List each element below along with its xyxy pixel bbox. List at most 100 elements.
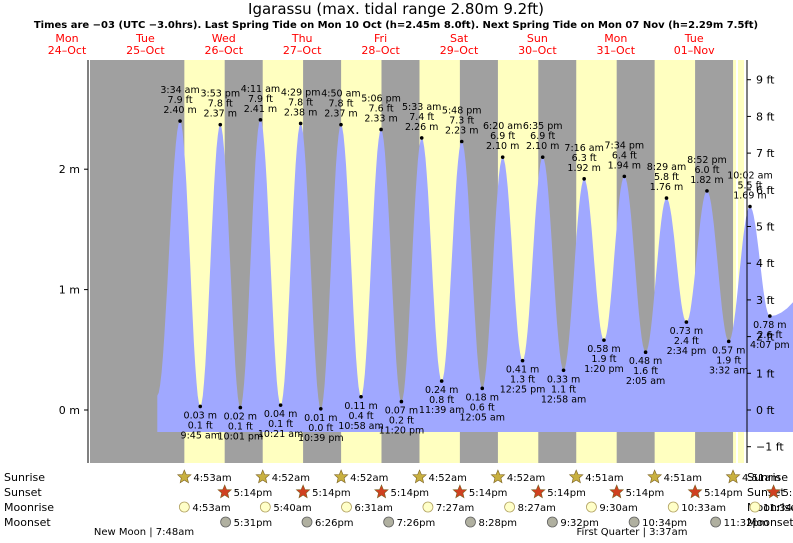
low-tide-metres: 0.03 m bbox=[184, 410, 217, 421]
low-tide-dot bbox=[318, 406, 323, 411]
moonset-time: 10:34pm bbox=[642, 518, 687, 529]
high-tide-metres: 2.23 m bbox=[445, 126, 478, 137]
high-tide-time: 8:52 pm bbox=[687, 155, 727, 166]
moonset-icon bbox=[710, 516, 722, 528]
low-tide-time: 10:58 am bbox=[338, 421, 383, 432]
right-tick-label: 6 ft bbox=[756, 184, 775, 197]
row-label-left-sunset: Sunset bbox=[4, 486, 42, 499]
low-tide-metres: 0.73 m bbox=[670, 326, 703, 337]
moonrise-icon bbox=[422, 501, 434, 513]
low-tide-time: 10:39 pm bbox=[298, 433, 344, 444]
high-tide-metres: 2.33 m bbox=[364, 113, 397, 124]
low-tide-time: 10:21 am bbox=[258, 429, 303, 440]
sunset-time: 5:14pm bbox=[234, 488, 273, 499]
sunset-star-icon bbox=[687, 484, 703, 499]
low-tide-metres: 0.48 m bbox=[629, 356, 662, 367]
low-tide-metres: 0.57 m bbox=[712, 345, 745, 356]
high-tide-metres: 1.94 m bbox=[608, 160, 641, 171]
right-tick-label: 8 ft bbox=[756, 110, 775, 123]
low-tide-feet: 1.3 ft bbox=[510, 375, 535, 386]
moonset-icon bbox=[383, 516, 395, 528]
day-date: 31–Oct bbox=[597, 44, 636, 57]
day-date: 30–Oct bbox=[518, 44, 557, 57]
moonrise-time: 9:30am bbox=[599, 503, 637, 514]
high-tide-dot bbox=[664, 196, 669, 200]
moonrise-time: 6:31am bbox=[354, 503, 392, 514]
sunrise-time: 4:52am bbox=[272, 473, 310, 484]
sunset-star-icon bbox=[374, 484, 389, 499]
high-tide-feet: 6.3 ft bbox=[572, 153, 597, 164]
high-tide-time: 10:02 am bbox=[727, 171, 772, 182]
sunset-time: 5:14pm bbox=[390, 488, 429, 499]
high-tide-dot bbox=[178, 119, 182, 123]
day-weekday: Mon bbox=[55, 32, 78, 45]
low-tide-dot bbox=[602, 338, 606, 342]
low-tide-metres: 0.11 m bbox=[344, 401, 377, 412]
sunrise-star-icon bbox=[412, 469, 427, 484]
low-tide-dot bbox=[278, 403, 283, 407]
high-tide-metres: 2.38 m bbox=[284, 107, 317, 118]
sunrise-star-icon bbox=[176, 469, 192, 484]
moonset-time: 5:31pm bbox=[234, 518, 273, 529]
low-tide-time: 11:20 pm bbox=[379, 426, 425, 437]
sunrise-time: 4:52am bbox=[429, 473, 467, 484]
high-tide-metres: 2.10 m bbox=[486, 141, 519, 152]
low-tide-feet: 0.6 ft bbox=[470, 402, 495, 413]
moon-phase-first-quarter: First Quarter | 3:37am bbox=[577, 527, 688, 538]
high-tide-dot bbox=[258, 118, 263, 122]
sunset-time: 5:14pm bbox=[626, 488, 665, 499]
right-tick-label: 7 ft bbox=[756, 147, 775, 160]
right-tick-label: 5 ft bbox=[756, 221, 775, 234]
moonrise-icon bbox=[586, 501, 597, 513]
moonrise-time: 10:33am bbox=[681, 503, 726, 514]
left-tick-label: 1 m bbox=[59, 284, 80, 297]
low-tide-feet: 0.2 ft bbox=[389, 416, 414, 427]
low-tide-time: 11:39 am bbox=[419, 405, 464, 416]
moonrise-time: 7:27am bbox=[436, 503, 474, 514]
high-tide-feet: 7.3 ft bbox=[449, 116, 474, 127]
high-tide-metres: 2.26 m bbox=[405, 122, 438, 133]
axes: 0 m 1 m 2 m −1 ft 0 ft 1 ft 2 ft 3 ft 4 ft 5 ft 6 … bbox=[59, 60, 784, 463]
low-tide-time: 12:05 am bbox=[460, 412, 505, 423]
row-label-left-moonset: Moonset bbox=[4, 516, 51, 529]
sunrise-star-icon bbox=[490, 469, 506, 484]
low-tide-feet: 1.6 ft bbox=[633, 366, 658, 377]
sunrise-star-icon bbox=[255, 469, 271, 484]
high-tide-feet: 7.8 ft bbox=[288, 97, 313, 108]
right-tick-label: 0 ft bbox=[756, 404, 775, 417]
day-weekday: Tue bbox=[135, 32, 155, 45]
moonrise-icon bbox=[749, 501, 761, 513]
low-tide-metres: 0.02 m bbox=[224, 412, 257, 423]
moonset-icon bbox=[465, 516, 476, 528]
low-tide-feet: 0.8 ft bbox=[429, 395, 454, 406]
day-date: 26–Oct bbox=[205, 44, 244, 57]
high-tide-feet: 7.6 ft bbox=[369, 103, 394, 114]
high-tide-time: 4:11 am bbox=[241, 84, 280, 95]
high-tide-time: 6:20 am bbox=[483, 121, 522, 132]
high-tide-metres: 1.76 m bbox=[650, 182, 683, 193]
sunset-star-icon bbox=[295, 484, 311, 499]
sunrise-time: 4:51am bbox=[664, 473, 702, 484]
high-tide-time: 6:35 pm bbox=[523, 121, 563, 132]
low-tide-dot bbox=[399, 399, 404, 404]
low-tide-feet: 1.9 ft bbox=[591, 354, 616, 365]
day-date: 28–Oct bbox=[361, 44, 400, 57]
high-tide-feet: 5.8 ft bbox=[654, 172, 679, 183]
sunset-time: 5:14pm bbox=[312, 488, 351, 499]
low-tide-time: 2:34 pm bbox=[667, 346, 707, 357]
high-tide-dot bbox=[419, 136, 424, 140]
moonset-icon bbox=[546, 516, 558, 528]
row-label-left-moonrise: Moonrise bbox=[4, 501, 54, 514]
high-tide-feet: 7.8 ft bbox=[328, 99, 353, 110]
high-tide-feet: 7.9 ft bbox=[248, 94, 273, 105]
day-header: Mon24–OctTue25–OctWed26–OctThu27–OctFri2… bbox=[48, 32, 715, 57]
low-tide-time: 12:25 pm bbox=[500, 385, 546, 396]
high-tide-feet: 7.8 ft bbox=[208, 99, 233, 110]
low-tide-feet: 0.1 ft bbox=[188, 420, 213, 431]
high-tide-metres: 1.69 m bbox=[733, 191, 766, 202]
chart-subtitle: Times are −03 (UTC −3.0hrs). Last Spring… bbox=[34, 20, 758, 31]
low-tide-feet: 2.4 ft bbox=[674, 336, 699, 347]
high-tide-feet: 5.5 ft bbox=[737, 181, 762, 192]
day-date: 24–Oct bbox=[48, 44, 87, 57]
low-tide-time: 3:32 am bbox=[709, 365, 748, 376]
